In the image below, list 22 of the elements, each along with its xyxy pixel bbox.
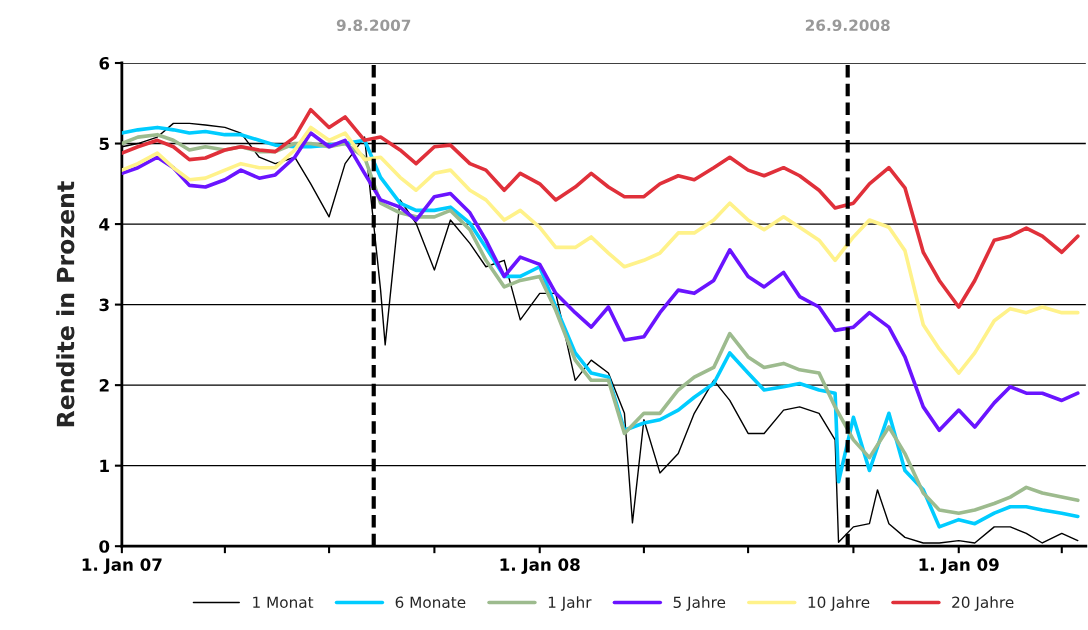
y-tick-label: 2 [99, 379, 109, 392]
y-tick-label: 5 [99, 137, 109, 151]
y-tick-label: 0 [99, 540, 110, 553]
y-tick-label: 1 [100, 459, 109, 473]
legend-label: 1 Monat [253, 596, 314, 609]
y-tick-label: 3 [99, 298, 109, 312]
line-series [121, 107, 1080, 309]
legend-label: 20 Jahre [952, 596, 1014, 611]
x-tick-label: 1. Jan 09 [919, 558, 999, 575]
ref-line-label: 26.9.2008 [805, 19, 890, 32]
x-tick-label: 1. Jan 08 [500, 558, 580, 575]
y-axis-title: Rendite in Prozent [56, 181, 75, 427]
line-series [121, 125, 1080, 375]
legend-label: 5 Jahre [673, 596, 726, 611]
legend-label: 1 Jahr [548, 596, 592, 611]
legend-label: 6 Monate [395, 596, 466, 609]
line-series [121, 131, 1080, 433]
y-tick-label: 6 [99, 56, 110, 70]
ref-line-label: 9.8.2007 [336, 19, 411, 32]
y-tick-label: 4 [99, 218, 110, 231]
x-tick-label: 1. Jan 07 [82, 558, 162, 575]
legend-label: 10 Jahre [808, 596, 870, 611]
